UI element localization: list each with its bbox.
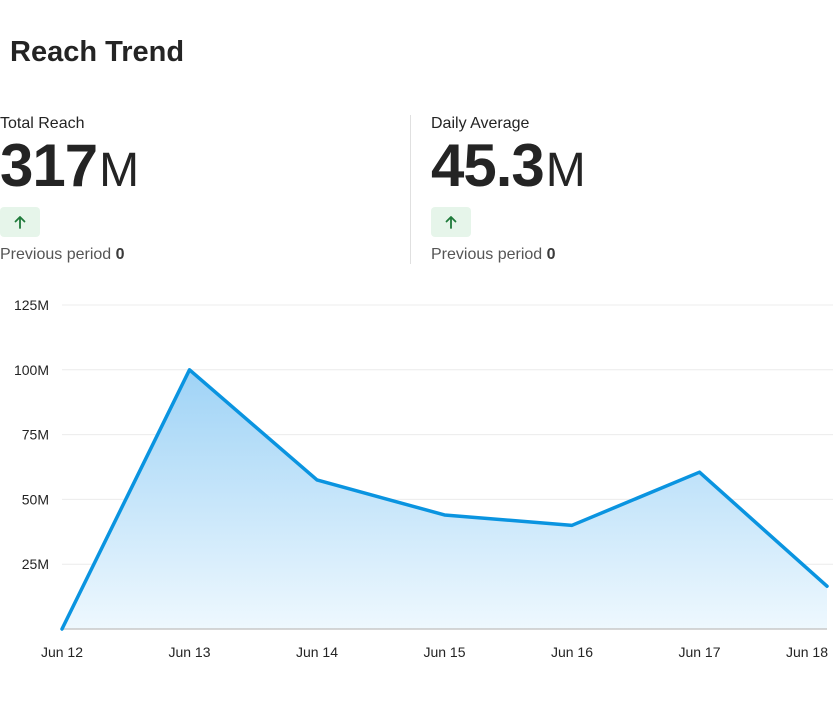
y-tick-label: 125M bbox=[14, 297, 49, 313]
data-point bbox=[698, 470, 702, 474]
series-area bbox=[62, 369, 827, 629]
metric-label: Total Reach bbox=[0, 115, 85, 132]
y-tick-label: 100M bbox=[14, 362, 49, 378]
y-tick-label: 50M bbox=[22, 491, 49, 507]
metric-unit: M bbox=[99, 144, 140, 197]
previous-period: Previous period 0 bbox=[0, 245, 139, 265]
arrow-up-icon bbox=[445, 216, 457, 229]
metric-number: 45.3 bbox=[431, 132, 545, 199]
previous-period-label: Previous period bbox=[431, 246, 543, 263]
x-tick-label: Jun 13 bbox=[168, 644, 210, 660]
x-tick-label: Jun 17 bbox=[678, 644, 720, 660]
metric-value: 45.3M bbox=[431, 136, 586, 198]
previous-period-value: 0 bbox=[546, 246, 556, 263]
y-tick-label: 75M bbox=[22, 427, 49, 443]
previous-period-label: Previous period bbox=[0, 246, 112, 263]
data-point bbox=[825, 584, 829, 588]
reach-trend-chart: 25M 50M 75M 100M 125M Jun 12 Jun 13 Jun 14 Jun 1… bbox=[14, 297, 833, 660]
trend-badge bbox=[0, 207, 40, 237]
x-tick-label: Jun 16 bbox=[551, 644, 593, 660]
trend-badge bbox=[431, 207, 471, 237]
x-tick-label: Jun 15 bbox=[423, 644, 465, 660]
metric-total-reach: Total Reach 317M Previous period 0 bbox=[0, 114, 139, 265]
data-point bbox=[60, 627, 64, 631]
y-tick-label: 25M bbox=[22, 556, 49, 572]
previous-period: Previous period 0 bbox=[431, 245, 586, 265]
metric-label: Daily Average bbox=[431, 115, 530, 132]
data-point bbox=[188, 368, 192, 372]
metric-number: 317 bbox=[0, 132, 98, 199]
metric-divider bbox=[410, 115, 411, 264]
data-point bbox=[315, 478, 319, 482]
page-title: Reach Trend bbox=[10, 36, 185, 68]
data-point bbox=[443, 513, 447, 517]
x-tick-label: Jun 14 bbox=[296, 644, 338, 660]
arrow-up-icon bbox=[14, 216, 26, 229]
previous-period-value: 0 bbox=[115, 246, 125, 263]
metric-daily-average: Daily Average 45.3M Previous period 0 bbox=[431, 114, 586, 265]
series-line bbox=[60, 368, 829, 631]
x-tick-label: Jun 18 bbox=[786, 644, 828, 660]
data-point bbox=[570, 523, 574, 527]
metric-value: 317M bbox=[0, 136, 140, 198]
metric-unit: M bbox=[545, 144, 586, 197]
x-tick-label: Jun 12 bbox=[41, 644, 83, 660]
